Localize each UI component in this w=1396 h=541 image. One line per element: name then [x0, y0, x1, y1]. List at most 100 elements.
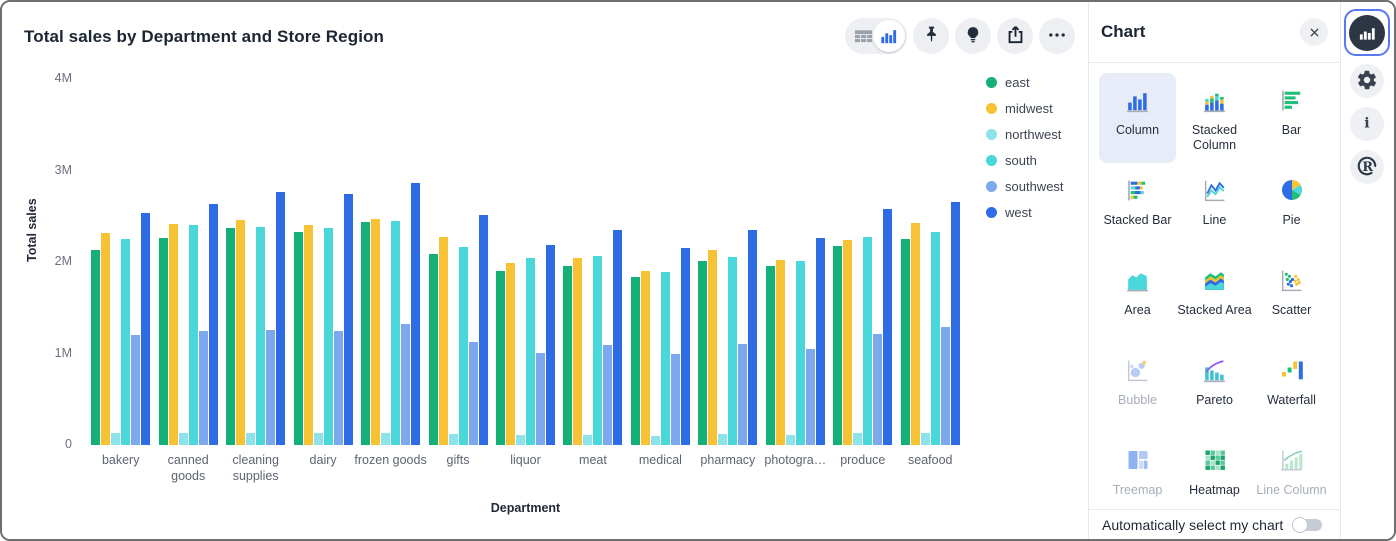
- bar-northwest[interactable]: [583, 434, 593, 445]
- bar-east[interactable]: [226, 228, 236, 445]
- bar-east[interactable]: [428, 253, 438, 445]
- more-button[interactable]: [1039, 18, 1075, 54]
- bar-west[interactable]: [815, 238, 825, 445]
- sidebar-item-chart[interactable]: [1344, 9, 1390, 56]
- legend-item-southwest[interactable]: southwest: [986, 179, 1064, 194]
- bar-midwest[interactable]: [371, 219, 381, 445]
- bar-south[interactable]: [593, 255, 603, 445]
- bar-west[interactable]: [141, 212, 151, 445]
- bar-midwest[interactable]: [640, 271, 650, 445]
- bar-southwest[interactable]: [266, 329, 276, 445]
- table-view-icon[interactable]: [854, 27, 873, 46]
- bar-southwest[interactable]: [805, 348, 815, 445]
- bar-northwest[interactable]: [718, 434, 728, 445]
- bar-east[interactable]: [563, 265, 573, 445]
- chart-type-area[interactable]: Area: [1099, 253, 1176, 343]
- bar-midwest[interactable]: [573, 258, 583, 445]
- bar-northwest[interactable]: [920, 433, 930, 445]
- bar-southwest[interactable]: [468, 341, 478, 445]
- bar-southwest[interactable]: [670, 353, 680, 445]
- bar-south[interactable]: [863, 237, 873, 445]
- close-button[interactable]: [1300, 18, 1328, 46]
- bar-south[interactable]: [391, 220, 401, 445]
- bar-northwest[interactable]: [853, 433, 863, 445]
- bar-northwest[interactable]: [785, 434, 795, 445]
- bar-midwest[interactable]: [506, 262, 515, 445]
- legend-item-south[interactable]: south: [986, 153, 1064, 168]
- bar-northwest[interactable]: [516, 434, 525, 445]
- bar-east[interactable]: [630, 276, 640, 445]
- bar-south[interactable]: [660, 272, 670, 445]
- bar-northwest[interactable]: [650, 435, 660, 445]
- bar-southwest[interactable]: [198, 330, 208, 445]
- bar-south[interactable]: [930, 231, 940, 445]
- chart-type-pareto[interactable]: Pareto: [1176, 343, 1253, 433]
- sidebar-item-r-console[interactable]: R: [1350, 150, 1384, 184]
- bar-midwest[interactable]: [303, 225, 313, 445]
- bar-south[interactable]: [256, 227, 266, 445]
- bar-west[interactable]: [950, 201, 960, 445]
- bar-east[interactable]: [91, 250, 101, 445]
- legend-item-east[interactable]: east: [986, 75, 1064, 90]
- bar-west[interactable]: [411, 183, 421, 445]
- bar-midwest[interactable]: [236, 219, 246, 445]
- chart-type-waterfall[interactable]: Waterfall: [1253, 343, 1330, 433]
- bar-southwest[interactable]: [873, 334, 883, 445]
- bar-southwest[interactable]: [940, 326, 950, 445]
- bar-west[interactable]: [276, 191, 286, 445]
- bar-south[interactable]: [188, 225, 198, 445]
- bar-east[interactable]: [833, 246, 843, 445]
- chart-type-column[interactable]: Column: [1099, 73, 1176, 163]
- bar-south[interactable]: [323, 228, 333, 445]
- bar-midwest[interactable]: [708, 250, 718, 445]
- bar-midwest[interactable]: [168, 223, 178, 445]
- bar-south[interactable]: [728, 257, 738, 445]
- bar-northwest[interactable]: [381, 433, 391, 445]
- bar-west[interactable]: [748, 229, 758, 445]
- bar-south[interactable]: [121, 239, 131, 445]
- legend-item-west[interactable]: west: [986, 205, 1064, 220]
- chart-type-stacked-bar[interactable]: Stacked Bar: [1099, 163, 1176, 253]
- bar-northwest[interactable]: [178, 433, 188, 445]
- auto-select-toggle[interactable]: [1292, 516, 1323, 533]
- bar-southwest[interactable]: [333, 330, 343, 445]
- bar-southwest[interactable]: [738, 344, 748, 445]
- bar-southwest[interactable]: [131, 335, 141, 445]
- legend-item-midwest[interactable]: midwest: [986, 101, 1064, 116]
- insight-button[interactable]: [955, 18, 991, 54]
- bar-east[interactable]: [293, 231, 303, 445]
- bar-east[interactable]: [496, 271, 505, 445]
- bar-east[interactable]: [158, 238, 168, 445]
- bar-midwest[interactable]: [910, 222, 920, 445]
- bar-midwest[interactable]: [775, 260, 785, 445]
- bar-east[interactable]: [900, 239, 910, 445]
- bar-south[interactable]: [526, 258, 535, 445]
- bar-south[interactable]: [795, 261, 805, 445]
- bar-midwest[interactable]: [101, 232, 111, 445]
- bar-southwest[interactable]: [603, 345, 613, 445]
- bar-northwest[interactable]: [313, 433, 323, 445]
- bar-east[interactable]: [361, 221, 371, 445]
- chart-type-bubble[interactable]: Bubble: [1099, 343, 1176, 433]
- chart-type-heatmap[interactable]: Heatmap: [1176, 433, 1253, 509]
- sidebar-item-settings[interactable]: [1350, 64, 1384, 98]
- bar-southwest[interactable]: [401, 324, 411, 445]
- sidebar-item-info[interactable]: i: [1350, 107, 1384, 141]
- bar-southwest[interactable]: [536, 352, 545, 445]
- chart-type-scatter[interactable]: Scatter: [1253, 253, 1330, 343]
- bar-midwest[interactable]: [438, 237, 448, 445]
- bar-west[interactable]: [546, 244, 555, 445]
- chart-type-line-column[interactable]: Line Column: [1253, 433, 1330, 509]
- view-toggle[interactable]: [845, 18, 907, 54]
- bar-northwest[interactable]: [111, 433, 121, 445]
- bar-midwest[interactable]: [843, 240, 853, 445]
- chart-type-treemap[interactable]: Treemap: [1099, 433, 1176, 509]
- bar-east[interactable]: [765, 265, 775, 445]
- chart-type-stacked-column[interactable]: Stacked Column: [1176, 73, 1253, 163]
- chart-type-bar[interactable]: Bar: [1253, 73, 1330, 163]
- bar-west[interactable]: [613, 229, 623, 445]
- bar-west[interactable]: [680, 248, 690, 445]
- bar-west[interactable]: [208, 204, 218, 445]
- chart-type-pie[interactable]: Pie: [1253, 163, 1330, 253]
- chart-type-line[interactable]: Line: [1176, 163, 1253, 253]
